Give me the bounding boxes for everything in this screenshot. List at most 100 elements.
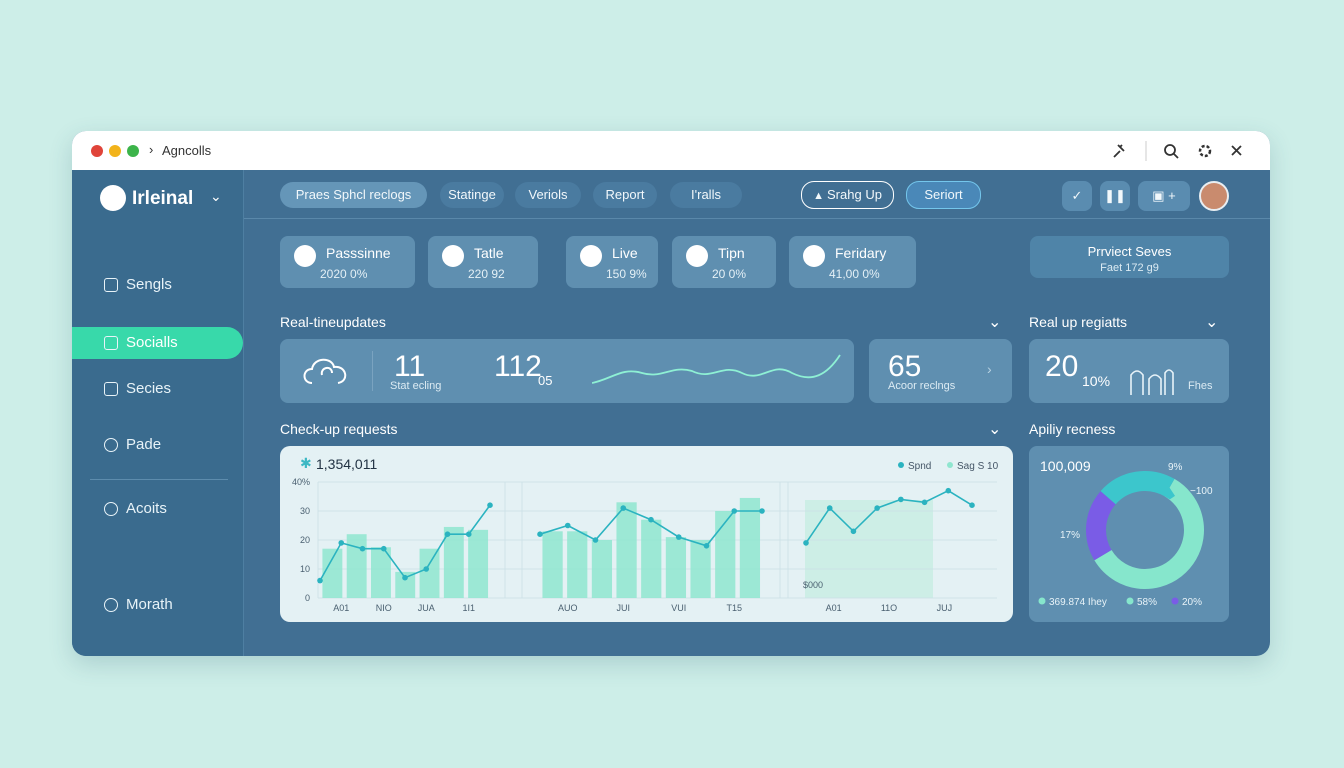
line-point <box>592 537 599 543</box>
x-tick-label: JUJ <box>937 603 953 613</box>
brand-chevron[interactable]: ⌄ <box>210 188 222 204</box>
chart-total: 1,354,011 <box>316 456 377 472</box>
donut-annotation: −100 <box>1190 486 1213 497</box>
x-tick-label: JUI <box>617 603 631 613</box>
x-tick-label: A01 <box>826 603 842 613</box>
stat-card: Passsinne 2020 0% <box>280 236 415 288</box>
min-dot[interactable] <box>109 145 121 157</box>
line-point <box>487 502 493 509</box>
line-point <box>338 540 345 546</box>
window-title: Agncolls <box>162 143 212 158</box>
y-tick-label: 30 <box>300 506 310 516</box>
x-tick-label: 1I1 <box>462 603 475 613</box>
brand-logo <box>100 185 126 211</box>
metric-label: Stat ecling <box>390 380 442 392</box>
title-icons[interactable] <box>1108 141 1248 161</box>
line-point <box>826 505 833 511</box>
legend-dot <box>1038 597 1046 605</box>
section-chevron[interactable]: ⌄ <box>988 314 1002 331</box>
nav-item[interactable]: Acoits <box>72 493 243 525</box>
metric-unit: 05 <box>538 373 553 388</box>
nav-item[interactable]: Secies <box>72 373 243 405</box>
section-chevron[interactable]: ⌄ <box>988 421 1002 438</box>
section-chevron[interactable]: ⌄ <box>1205 314 1219 331</box>
metric-value: 65 <box>888 350 922 383</box>
bar <box>739 497 761 598</box>
bar <box>542 531 563 598</box>
nav-item[interactable]: Socialls <box>72 327 243 359</box>
section-title: Apiliy recness <box>1029 421 1116 437</box>
line-point <box>703 543 710 549</box>
nav-item[interactable]: Morath <box>72 589 243 621</box>
bar <box>715 511 736 598</box>
icon-button[interactable]: ✓ <box>1062 181 1092 211</box>
bar <box>468 529 489 598</box>
y-tick-label: 0 <box>305 593 310 603</box>
line-point <box>620 505 627 511</box>
stat-card: Tipn 20 0% <box>672 236 776 288</box>
button[interactable]: Seriort <box>906 181 981 209</box>
line-point <box>969 502 975 509</box>
bar <box>395 571 416 598</box>
legend-label: 369.874 Ihey <box>1049 597 1107 608</box>
legend-dot <box>947 462 953 468</box>
section-title: Check-up requests <box>280 421 398 437</box>
tab[interactable]: Veriols <box>515 182 581 208</box>
max-dot[interactable] <box>127 145 139 157</box>
line-point <box>444 531 451 537</box>
avatar[interactable] <box>1199 181 1229 211</box>
brand: Irleinal <box>132 188 194 209</box>
title-bar: › Agncolls <box>72 131 1270 170</box>
metric-label: Acoor reclngs <box>888 380 956 392</box>
side-card-subtitle: Faet 172 g9 <box>1100 262 1159 274</box>
sparkline <box>592 354 841 384</box>
area-block <box>805 500 933 598</box>
app-window: › Agncolls Irleinal ⌄ Sengls Socialls Se… <box>72 131 1270 656</box>
tab[interactable]: I'ralls <box>670 182 742 208</box>
x-tick-label: T15 <box>726 603 742 613</box>
x-tick-label: JUA <box>418 603 435 613</box>
bar <box>443 526 464 598</box>
section-title: Real up regiatts <box>1029 314 1128 330</box>
y-tick-label: 10 <box>300 564 310 574</box>
side-card-title: Prrviect Seves <box>1087 244 1172 259</box>
chevron[interactable]: › <box>987 361 992 377</box>
metric-unit: 10% <box>1082 373 1111 389</box>
line-point <box>380 545 387 552</box>
line-point <box>465 531 472 537</box>
stat-card: Feridary 41,00 0% <box>789 236 916 288</box>
line-point <box>898 496 904 503</box>
line-point <box>537 531 543 537</box>
tab[interactable]: Statinge <box>440 182 504 208</box>
metric-value: 112 <box>494 350 542 383</box>
nav-item[interactable]: Sengls <box>72 269 243 301</box>
line-point <box>874 505 880 511</box>
line-point <box>921 499 928 506</box>
x-tick-label: AUO <box>558 603 578 613</box>
line-point <box>564 522 571 529</box>
icon-button[interactable]: ▣ + <box>1138 181 1190 211</box>
line-point <box>803 540 809 546</box>
icon-button[interactable]: ❚❚ <box>1100 181 1130 211</box>
close-dot[interactable] <box>91 145 103 157</box>
divider <box>372 351 373 391</box>
line-point <box>359 545 366 552</box>
line-point <box>317 577 323 584</box>
chevron: › <box>149 142 154 157</box>
tab[interactable]: Report <box>593 182 657 208</box>
separator <box>90 479 228 480</box>
tab[interactable]: Praes Sphcl reclogs <box>280 182 427 208</box>
legend-label: 58% <box>1137 597 1157 608</box>
line-point <box>945 487 952 494</box>
sidebar: Irleinal ⌄ Sengls Socialls Secies Pade A… <box>72 170 244 656</box>
nav-item[interactable]: Pade <box>72 429 243 461</box>
donut-annotation: 17% <box>1060 530 1080 541</box>
metric-card: 65 Acoor reclngs › <box>869 339 1012 403</box>
y-tick-label: 40% <box>292 477 310 487</box>
metric-value: 20 <box>1045 350 1079 383</box>
line-point <box>402 574 408 581</box>
bar <box>371 547 391 598</box>
button[interactable]: ▲ Srahg Up <box>801 181 894 209</box>
